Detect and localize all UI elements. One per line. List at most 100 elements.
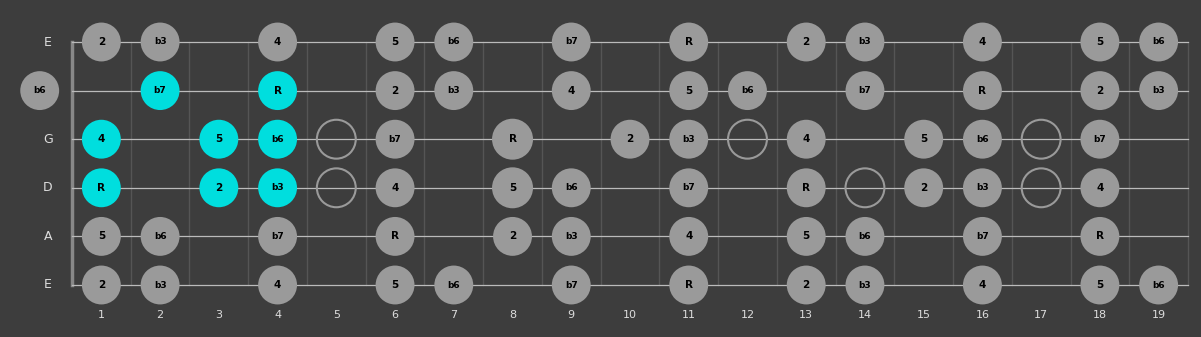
Circle shape — [963, 71, 1002, 110]
Text: 14: 14 — [858, 310, 872, 320]
Circle shape — [141, 266, 179, 304]
Circle shape — [258, 217, 297, 256]
Text: b7: b7 — [271, 232, 283, 241]
Circle shape — [846, 266, 884, 304]
Text: b6: b6 — [448, 280, 460, 289]
Circle shape — [199, 120, 238, 159]
Circle shape — [1081, 71, 1119, 110]
Text: b3: b3 — [154, 280, 167, 289]
Circle shape — [669, 120, 709, 159]
Text: 5: 5 — [333, 310, 340, 320]
Text: 5: 5 — [1097, 280, 1104, 290]
Text: 5: 5 — [97, 232, 104, 241]
Text: b6: b6 — [741, 86, 754, 95]
Circle shape — [551, 266, 591, 304]
Text: b3: b3 — [859, 280, 871, 289]
Text: 3: 3 — [215, 310, 222, 320]
Circle shape — [82, 217, 121, 256]
Text: b3: b3 — [564, 232, 578, 241]
Circle shape — [1140, 71, 1178, 110]
Circle shape — [1081, 120, 1119, 159]
Text: 19: 19 — [1152, 310, 1166, 320]
Circle shape — [435, 23, 473, 61]
Text: b7: b7 — [976, 232, 988, 241]
Text: 2: 2 — [156, 310, 163, 320]
Text: 8: 8 — [509, 310, 516, 320]
Text: b3: b3 — [976, 183, 988, 192]
Text: 2: 2 — [1097, 86, 1104, 96]
Circle shape — [1140, 266, 1178, 304]
Circle shape — [258, 120, 297, 159]
Circle shape — [258, 266, 297, 304]
Text: b6: b6 — [976, 135, 988, 144]
Text: 1: 1 — [97, 310, 104, 320]
Text: b3: b3 — [859, 37, 871, 47]
Circle shape — [82, 120, 121, 159]
Circle shape — [787, 266, 825, 304]
Text: 4: 4 — [568, 86, 575, 96]
Circle shape — [610, 120, 650, 159]
Text: 4: 4 — [274, 310, 281, 320]
Text: 9: 9 — [568, 310, 575, 320]
Text: 13: 13 — [799, 310, 813, 320]
Text: 5: 5 — [802, 232, 809, 241]
Circle shape — [963, 120, 1002, 159]
Text: b3: b3 — [1152, 86, 1165, 95]
Circle shape — [376, 23, 414, 61]
Circle shape — [669, 217, 709, 256]
Text: 16: 16 — [975, 310, 990, 320]
Text: 2: 2 — [627, 134, 634, 144]
Text: b7: b7 — [1094, 135, 1106, 144]
Text: G: G — [43, 133, 53, 146]
Circle shape — [435, 266, 473, 304]
Text: A: A — [43, 230, 53, 243]
Circle shape — [669, 168, 709, 207]
Circle shape — [20, 71, 59, 110]
Circle shape — [846, 217, 884, 256]
Text: 17: 17 — [1034, 310, 1048, 320]
Circle shape — [963, 217, 1002, 256]
Text: 2: 2 — [215, 183, 222, 193]
Text: b6: b6 — [448, 37, 460, 47]
Circle shape — [141, 23, 179, 61]
Circle shape — [963, 168, 1002, 207]
FancyBboxPatch shape — [7, 4, 1194, 333]
Circle shape — [787, 23, 825, 61]
Circle shape — [494, 168, 532, 207]
Text: 10: 10 — [623, 310, 637, 320]
Text: E: E — [44, 35, 52, 49]
Text: b7: b7 — [389, 135, 401, 144]
Text: R: R — [685, 37, 693, 47]
Circle shape — [141, 217, 179, 256]
Text: b7: b7 — [682, 183, 695, 192]
Text: R: R — [508, 134, 516, 144]
Text: 15: 15 — [916, 310, 931, 320]
Circle shape — [376, 217, 414, 256]
Text: 6: 6 — [392, 310, 399, 320]
Text: 4: 4 — [274, 280, 281, 290]
Text: b6: b6 — [34, 86, 46, 95]
Circle shape — [904, 168, 943, 207]
Text: 5: 5 — [392, 37, 399, 47]
Circle shape — [787, 217, 825, 256]
Text: b3: b3 — [682, 135, 695, 144]
Text: 4: 4 — [392, 183, 399, 193]
Text: 2: 2 — [509, 232, 516, 241]
Text: b7: b7 — [154, 86, 167, 95]
Text: R: R — [802, 183, 811, 193]
Circle shape — [551, 168, 591, 207]
Text: 2: 2 — [920, 183, 927, 193]
Text: b3: b3 — [448, 86, 460, 95]
Circle shape — [494, 120, 532, 159]
Text: b7: b7 — [859, 86, 871, 95]
Text: 4: 4 — [802, 134, 809, 144]
Circle shape — [82, 23, 121, 61]
Circle shape — [551, 217, 591, 256]
Text: 4: 4 — [1097, 183, 1104, 193]
Text: b6: b6 — [1152, 37, 1165, 47]
Circle shape — [1140, 23, 1178, 61]
Text: 5: 5 — [392, 280, 399, 290]
Text: 2: 2 — [97, 280, 104, 290]
Text: R: R — [392, 232, 399, 241]
Circle shape — [376, 266, 414, 304]
